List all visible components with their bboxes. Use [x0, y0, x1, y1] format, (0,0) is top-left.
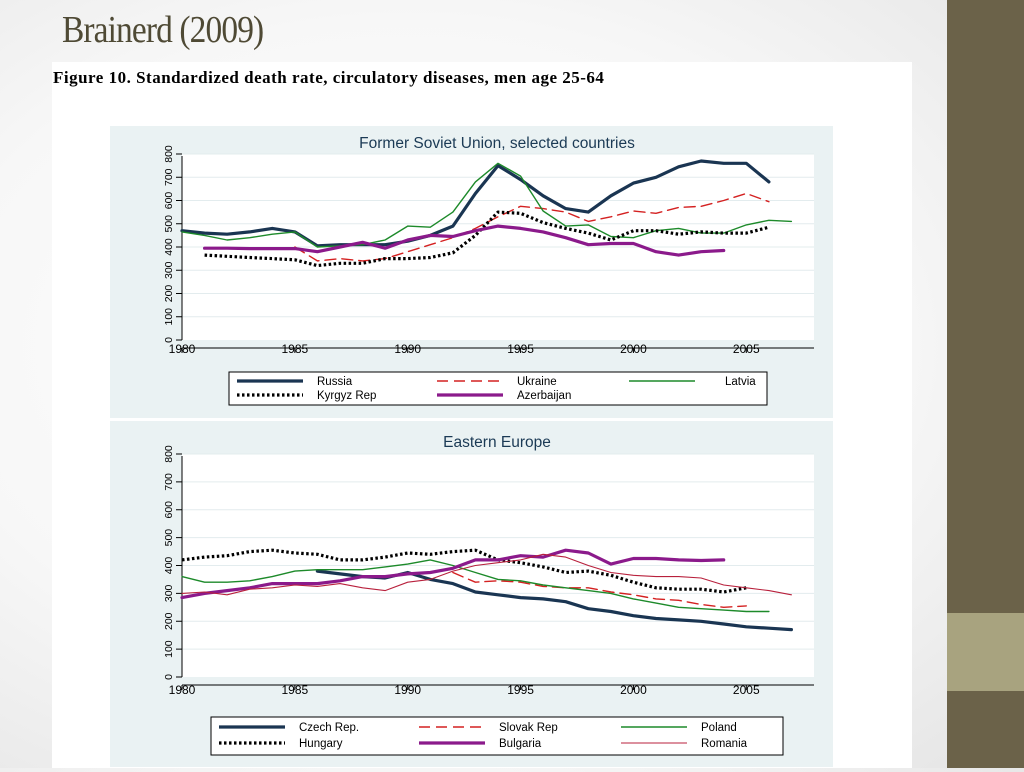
ee-series-line-romania — [181, 553, 792, 596]
ee-y-tick-label-100: 100 — [163, 640, 175, 658]
ee-legend-label-romania: Romania — [701, 738, 748, 750]
fsu-series-line-russia — [180, 159, 771, 248]
ee-x-tick-label-1985: 1985 — [282, 683, 309, 697]
sidebar-accent-block — [947, 613, 1024, 691]
ee-legend-label-hungary: Hungary — [299, 738, 343, 750]
fsu-x-tick-label-2005: 2005 — [733, 342, 760, 356]
ee-y-tick-label-400: 400 — [163, 557, 175, 575]
ee-y-tick-label-600: 600 — [163, 501, 175, 519]
ee-y-tick-label-500: 500 — [163, 529, 175, 547]
fsu-series-line-latvia — [181, 162, 793, 248]
fsu-x-tick-label-1980: 1980 — [169, 342, 196, 356]
fsu-series-line-ukraine — [294, 192, 770, 262]
ee-x-tick-label-1980: 1980 — [169, 683, 196, 697]
chart-ee-svg: Eastern Europe 0 100 200 300 400 500 600 700 800 1… — [163, 434, 814, 756]
ee-series-line-slovak-rep — [452, 571, 747, 608]
ee-series-line-bulgaria — [180, 548, 726, 600]
ee-x-tick-label-1995: 1995 — [507, 683, 534, 697]
ee-legend-label-poland: Poland — [701, 722, 737, 734]
ee-x-tick-label-2005: 2005 — [733, 683, 760, 697]
fsu-legend-label-kyrgyz-rep: Kyrgyz Rep — [317, 390, 376, 402]
ee-y-tick-label-700: 700 — [163, 473, 175, 491]
slide-title: Brainerd (2009) — [62, 9, 264, 51]
ee-series-line-poland — [181, 559, 770, 613]
fsu-y-tick-label-700: 700 — [163, 168, 175, 186]
fsu-x-tick-label-1990: 1990 — [394, 342, 421, 356]
chart-eastern-europe: Eastern Europe 0 100 200 300 400 500 600 700 800 1… — [110, 421, 833, 767]
fsu-legend-box — [228, 371, 768, 406]
fsu-legend-label-latvia: Latvia — [725, 376, 756, 388]
ee-x-tick-label-2000: 2000 — [620, 683, 647, 697]
ee-legend-label-czech-rep: Czech Rep. — [299, 722, 359, 734]
fsu-y-tick-label-800: 800 — [163, 145, 175, 163]
ee-y-tick-label-0: 0 — [163, 674, 175, 680]
fsu-legend-label-russia: Russia — [317, 376, 353, 388]
chart-former-soviet-union: Former Soviet Union, selected countries 0… — [110, 126, 833, 418]
figure-caption: Figure 10. Standardized death rate, circ… — [53, 68, 605, 87]
fsu-x-tick-label-1995: 1995 — [507, 342, 534, 356]
fsu-legend-label-azerbaijan: Azerbaijan — [517, 390, 571, 402]
fsu-legend-label-ukraine: Ukraine — [517, 376, 557, 388]
fsu-y-tick-label-200: 200 — [163, 285, 175, 303]
fsu-x-tick-label-1985: 1985 — [282, 342, 309, 356]
ee-legend-label-slovak-rep: Slovak Rep — [499, 722, 558, 734]
fsu-y-tick-label-0: 0 — [163, 337, 175, 343]
ee-legend-label-bulgaria: Bulgaria — [499, 738, 542, 750]
fsu-y-tick-label-500: 500 — [163, 215, 175, 233]
fsu-series-line-azerbaijan — [203, 224, 726, 257]
ee-y-tick-label-200: 200 — [163, 612, 175, 630]
ee-legend-box — [210, 716, 784, 756]
chart-fsu-svg: Former Soviet Union, selected countries 0… — [163, 135, 814, 406]
ee-y-tick-label-300: 300 — [163, 584, 175, 602]
fsu-chart-title: Former Soviet Union, selected countries — [359, 135, 635, 152]
fsu-y-tick-label-100: 100 — [163, 308, 175, 326]
fsu-y-tick-label-600: 600 — [163, 192, 175, 210]
ee-x-tick-label-1990: 1990 — [394, 683, 421, 697]
fsu-y-tick-label-400: 400 — [163, 238, 175, 256]
ee-chart-title: Eastern Europe — [443, 434, 551, 451]
fsu-y-tick-label-300: 300 — [163, 261, 175, 279]
fsu-x-tick-label-2000: 2000 — [620, 342, 647, 356]
ee-y-tick-label-800: 800 — [163, 445, 175, 463]
